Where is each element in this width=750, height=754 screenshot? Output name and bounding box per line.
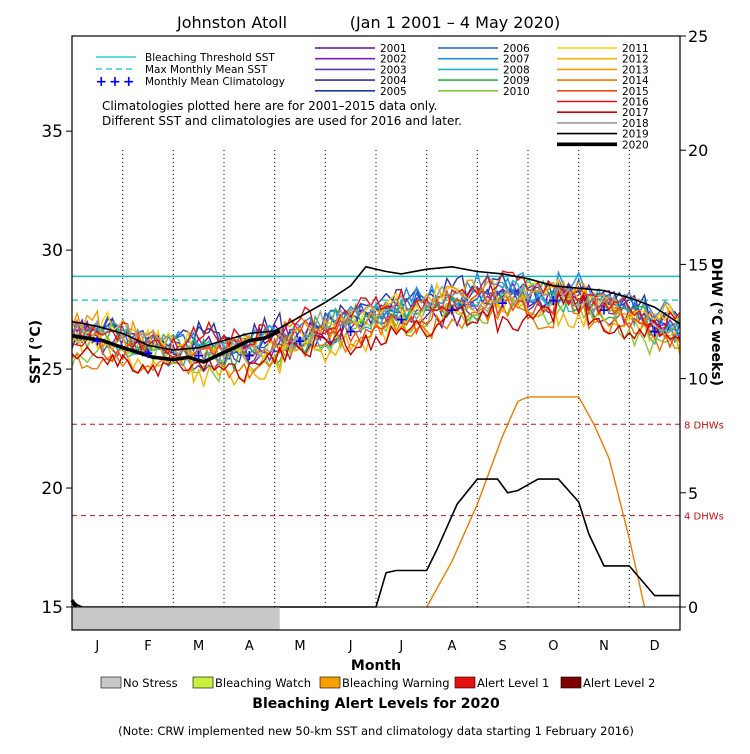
y-left-tick-label: 20 <box>41 479 63 499</box>
month-label: M <box>193 639 204 654</box>
y-left-tick-label: 30 <box>41 241 63 261</box>
climatology-marker: + <box>547 293 559 309</box>
legend-year-label: 2009 <box>503 75 530 87</box>
chart-title-period: (Jan 1 2001 – 4 May 2020) <box>350 13 561 32</box>
footer-note: (Note: CRW implemented new 50-km SST and… <box>118 724 634 738</box>
dhw-4-label: 4 DHWs <box>684 512 724 523</box>
month-label: D <box>650 639 660 654</box>
alert-level-swatch <box>192 676 214 689</box>
legend-swatch-climatology: +++ <box>95 74 136 90</box>
legend-year-label: 2008 <box>503 64 530 76</box>
sst-line-2011 <box>71 277 681 365</box>
legend-ref-label: Max Monthly Mean SST <box>145 64 268 76</box>
y-right-tick-label: 15 <box>688 255 708 274</box>
legend-year-label: 2016 <box>622 97 649 109</box>
climatology-marker: + <box>446 303 458 319</box>
climatology-marker: + <box>345 324 357 340</box>
month-label: J <box>94 639 99 654</box>
sst-line-2013 <box>71 279 681 365</box>
y-left-axis-label: SST (°C) <box>28 320 44 384</box>
alert-level-swatch <box>100 676 122 689</box>
y-right-tick-label: 10 <box>688 370 708 389</box>
legend-year-label: 2019 <box>622 129 649 141</box>
legend-year-label: 2003 <box>380 64 407 76</box>
legend-year-label: 2020 <box>622 139 649 151</box>
month-label: N <box>599 639 609 654</box>
sst-line-2018 <box>71 283 681 366</box>
month-label: M <box>294 639 305 654</box>
climatology-marker: + <box>649 324 661 340</box>
alert-level-label: No Stress <box>123 676 178 690</box>
legend-year-label: 2018 <box>622 118 649 130</box>
month-label: A <box>448 639 457 654</box>
alert-level-swatch <box>560 676 582 689</box>
y-left-tick-label: 35 <box>41 122 63 142</box>
sst-line-2019 <box>71 265 681 351</box>
dhw-line-2015 <box>426 396 646 608</box>
legend-year-label: 2006 <box>503 43 530 55</box>
y-left-tick-label: 25 <box>41 360 63 380</box>
climatology-marker: + <box>497 295 509 311</box>
legend-year-label: 2005 <box>380 86 407 98</box>
y-right-tick-label: 20 <box>688 141 708 160</box>
climatology-marker: + <box>598 303 610 319</box>
alert-bar-2020 <box>72 607 280 630</box>
dhw-line-2020 <box>70 599 79 609</box>
alert-level-label: Alert Level 1 <box>477 676 549 690</box>
y-right-axis-label: DHW (°C weeks) <box>708 258 724 386</box>
legend-year-label: 2014 <box>622 75 649 87</box>
chart-title-location: Johnston Atoll <box>176 13 287 32</box>
climatology-marker: + <box>142 345 154 361</box>
climatology-marker: + <box>193 348 205 364</box>
sst-line-2016 <box>71 270 681 358</box>
climatology-marker: + <box>243 348 255 364</box>
climatology-note: Climatologies plotted here are for 2001–… <box>102 99 437 113</box>
legend-year-label: 2017 <box>622 107 649 119</box>
climatology-marker: + <box>395 312 407 328</box>
legend-ref-label: Bleaching Threshold SST <box>145 52 275 64</box>
y-right-tick-label: 0 <box>688 598 698 617</box>
legend-year-label: 2004 <box>380 75 407 87</box>
alert-level-label: Bleaching Watch <box>215 676 311 690</box>
legend-year-label: 2011 <box>622 43 649 55</box>
legend-year-label: 2013 <box>622 64 649 76</box>
dhw-8-label: 8 DHWs <box>684 420 724 431</box>
alert-level-swatch <box>319 676 341 689</box>
month-label: J <box>348 639 353 654</box>
y-right-tick-label: 5 <box>688 484 698 503</box>
alert-level-label: Bleaching Warning <box>342 676 450 690</box>
sst-line-2020 <box>71 329 281 364</box>
legend-year-label: 2010 <box>503 86 530 98</box>
x-axis-label: Month <box>351 658 401 674</box>
legend-ref-label: Monthly Mean Climatology <box>145 76 285 88</box>
month-label: J <box>398 639 403 654</box>
legend-year-label: 2012 <box>622 54 649 66</box>
y-right-tick-label: 25 <box>688 27 708 46</box>
month-label: O <box>548 639 558 654</box>
alert-level-label: Alert Level 2 <box>583 676 655 690</box>
alert-level-swatch <box>454 676 476 689</box>
climatology-note: Different SST and climatologies are used… <box>102 114 462 128</box>
legend-year-label: 2002 <box>380 54 407 66</box>
alert-level-title: Bleaching Alert Levels for 2020 <box>252 696 500 712</box>
month-label: F <box>144 639 151 654</box>
plot-frame <box>71 35 681 631</box>
sst-line-2017 <box>71 290 681 383</box>
legend-year-label: 2007 <box>503 54 530 66</box>
climatology-marker: + <box>91 334 103 350</box>
month-label: S <box>499 639 507 654</box>
month-label: A <box>245 639 254 654</box>
legend-year-label: 2001 <box>380 43 407 55</box>
climatology-marker: + <box>294 334 306 350</box>
legend-year-label: 2015 <box>622 86 649 98</box>
dhw-line-2019 <box>71 478 680 608</box>
y-left-tick-label: 15 <box>41 598 63 618</box>
